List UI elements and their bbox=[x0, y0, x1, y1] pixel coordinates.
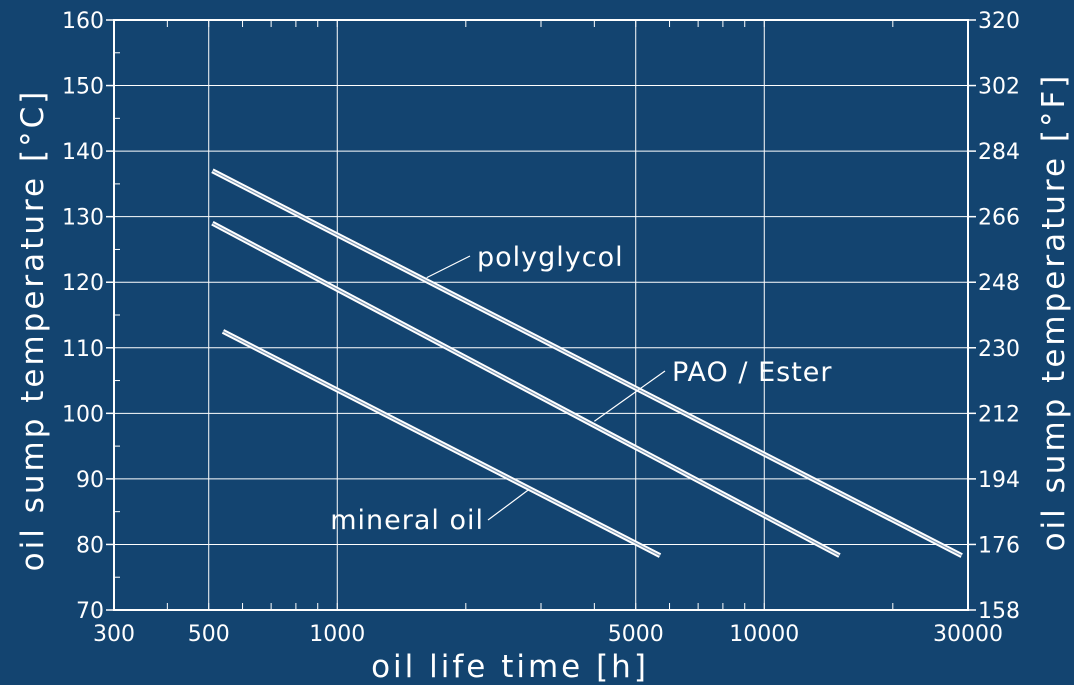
annotation-label: polyglycol bbox=[477, 242, 624, 273]
y-right-tick-label: 266 bbox=[978, 206, 1020, 231]
grid bbox=[114, 20, 968, 610]
y-right-tick-label: 248 bbox=[978, 271, 1020, 296]
x-tick-label: 300 bbox=[93, 622, 135, 647]
x-axis-label: oil life time [h] bbox=[371, 649, 649, 685]
y-left-tick-label: 130 bbox=[62, 206, 104, 231]
x-tick-label: 500 bbox=[188, 622, 230, 647]
y-left-tick-label: 100 bbox=[62, 402, 104, 427]
annotation-leader bbox=[426, 255, 471, 279]
annotation-leader bbox=[594, 370, 666, 422]
y-left-tick-label: 70 bbox=[76, 599, 104, 624]
annotation-label: mineral oil bbox=[330, 505, 484, 536]
x-tick-label: 30000 bbox=[933, 622, 1003, 647]
x-tick-label: 10000 bbox=[729, 622, 799, 647]
y-right-tick-label: 176 bbox=[978, 533, 1020, 558]
series-line-core-2 bbox=[222, 330, 661, 557]
y-right-tick-label: 320 bbox=[978, 9, 1020, 34]
x-tick-label: 5000 bbox=[608, 622, 664, 647]
y-right-tick-label: 302 bbox=[978, 75, 1020, 100]
series-line-core-0 bbox=[212, 170, 962, 557]
series-lines bbox=[211, 168, 963, 558]
y-right-tick-label: 230 bbox=[978, 337, 1020, 362]
plot-frame bbox=[113, 19, 969, 611]
y-left-tick-label: 80 bbox=[76, 533, 104, 558]
plot-border bbox=[113, 19, 969, 611]
y-right-tick-label: 194 bbox=[978, 468, 1020, 493]
axis-ticks bbox=[106, 19, 976, 611]
y-left-tick-label: 90 bbox=[76, 468, 104, 493]
annotations: polyglycol PAO / Ester mineral oil bbox=[330, 242, 833, 536]
y-left-tick-label: 120 bbox=[62, 271, 104, 296]
tick-labels: 300 500 1000 5000 10000 30000 70 80 90 100 110 120 1… bbox=[62, 9, 1020, 647]
y-left-tick-label: 160 bbox=[62, 9, 104, 34]
series-line-core-1 bbox=[212, 222, 840, 557]
y-right-tick-label: 284 bbox=[978, 140, 1020, 165]
y-right-tick-label: 158 bbox=[978, 599, 1020, 624]
y-axis-label-left: oil sump temperature [°C] bbox=[15, 89, 51, 572]
annotation-label: PAO / Ester bbox=[672, 357, 833, 388]
x-tick-label: 1000 bbox=[309, 622, 365, 647]
y-right-tick-label: 212 bbox=[978, 402, 1020, 427]
annotation-leader bbox=[487, 489, 529, 521]
axis-titles: oil life time [h] oil sump temperature [… bbox=[15, 73, 1072, 685]
y-left-tick-label: 110 bbox=[62, 337, 104, 362]
y-axis-label-right: oil sump temperature [°F] bbox=[1036, 73, 1072, 552]
y-left-tick-label: 140 bbox=[62, 140, 104, 165]
y-left-tick-label: 150 bbox=[62, 75, 104, 100]
